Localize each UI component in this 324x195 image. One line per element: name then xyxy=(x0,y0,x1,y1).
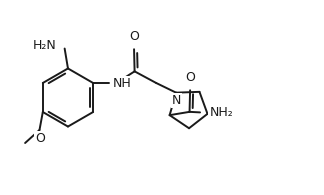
Text: O: O xyxy=(35,132,45,145)
Text: N: N xyxy=(172,94,181,107)
Text: NH: NH xyxy=(112,77,131,90)
Text: O: O xyxy=(129,30,139,43)
Text: O: O xyxy=(185,71,195,84)
Text: NH₂: NH₂ xyxy=(209,106,233,119)
Text: H₂N: H₂N xyxy=(33,39,57,52)
